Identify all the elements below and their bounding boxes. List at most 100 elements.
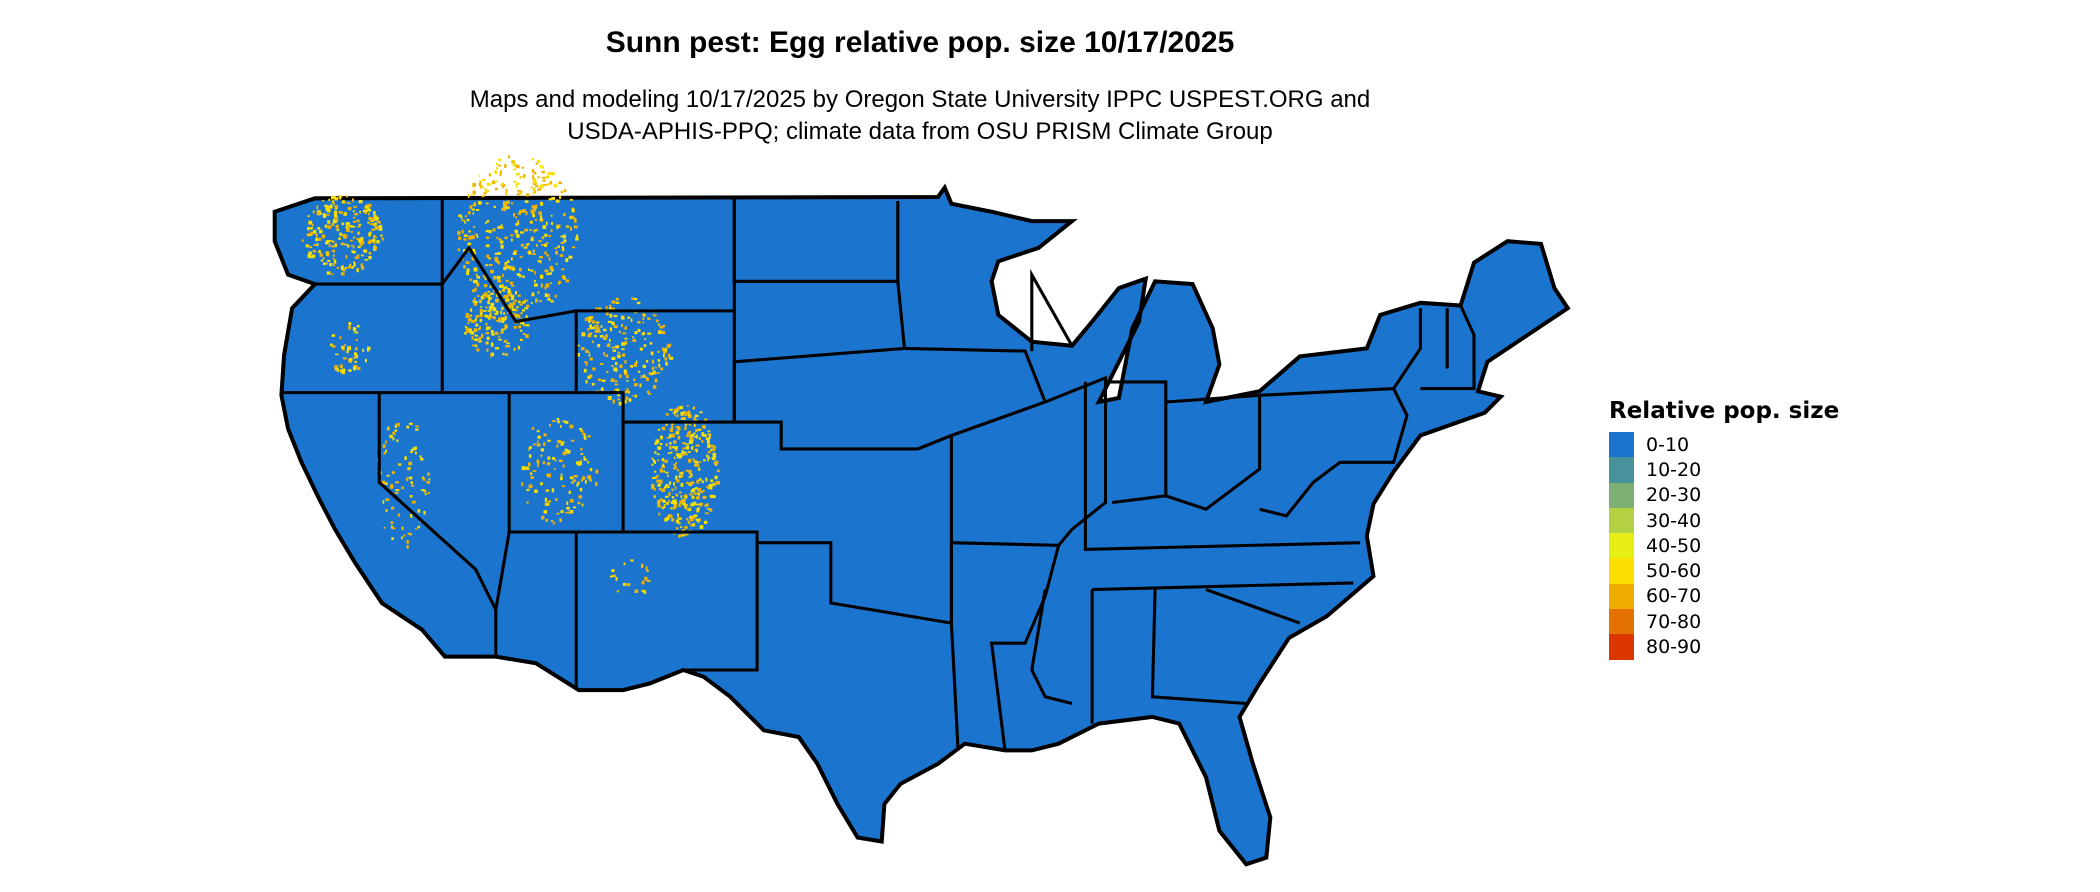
hotspot-cell — [707, 485, 712, 490]
hotspot-cell — [664, 459, 668, 463]
hotspot-cell — [355, 256, 360, 259]
hotspot-cell — [325, 241, 329, 245]
hotspot-cell — [374, 246, 377, 250]
hotspot-cell — [519, 209, 523, 213]
hotspot-cell — [664, 500, 666, 503]
hotspot-cell — [482, 274, 486, 278]
hotspot-cell — [367, 241, 371, 245]
hotspot-cell — [350, 244, 354, 247]
hotspot-cell — [558, 459, 563, 462]
hotspot-cell — [479, 308, 483, 313]
legend-label: 30-40 — [1646, 509, 1702, 532]
hotspot-cell — [542, 165, 545, 169]
hotspot-cell — [532, 470, 537, 472]
hotspot-cell — [540, 216, 543, 221]
hotspot-cell — [702, 490, 705, 493]
hotspot-cell — [497, 158, 502, 161]
hotspot-cell — [516, 189, 519, 192]
hotspot-cell — [675, 431, 680, 435]
hotspot-cell — [555, 199, 560, 203]
hotspot-cell — [674, 465, 677, 470]
hotspot-cell — [324, 262, 328, 265]
hotspot-cell — [652, 385, 657, 389]
hotspot-cell — [396, 439, 399, 442]
hotspot-cell — [469, 278, 473, 281]
hotspot-cell — [394, 429, 398, 432]
hotspot-cell — [470, 331, 475, 335]
hotspot-cell — [680, 411, 684, 416]
hotspot-cell — [501, 183, 506, 187]
hotspot-cell — [701, 432, 705, 437]
hotspot-cell — [702, 433, 707, 438]
hotspot-cell — [569, 199, 573, 201]
hotspot-cell — [476, 348, 480, 352]
hotspot-cell — [664, 495, 669, 498]
hotspot-cell — [649, 372, 653, 376]
hotspot-cell — [486, 219, 490, 223]
hotspot-cell — [712, 495, 716, 499]
hotspot-cell — [480, 311, 483, 315]
hotspot-cell — [517, 294, 521, 297]
hotspot-cell — [353, 205, 357, 208]
hotspot-cell — [532, 213, 536, 218]
hotspot-cell — [646, 359, 649, 363]
hotspot-cell — [686, 432, 689, 436]
hotspot-cell — [543, 433, 547, 437]
hotspot-cell — [587, 461, 590, 464]
hotspot-cell — [702, 459, 706, 462]
hotspot-cell — [646, 570, 649, 572]
hotspot-cell — [530, 301, 533, 304]
hotspot-cell — [556, 417, 560, 421]
hotspot-cell — [461, 219, 465, 222]
hotspot-cell — [592, 340, 594, 344]
hotspot-cell — [658, 512, 661, 516]
hotspot-cell — [476, 295, 480, 297]
hotspot-cell — [658, 330, 662, 335]
hotspot-cell — [580, 347, 585, 351]
hotspot-cell — [384, 482, 388, 485]
hotspot-cell — [381, 237, 384, 241]
hotspot-cell — [313, 244, 317, 246]
hotspot-cell — [546, 474, 550, 477]
hotspot-cell — [320, 259, 323, 262]
hotspot-cell — [609, 327, 613, 332]
hotspot-cell — [498, 290, 502, 294]
hotspot-cell — [614, 389, 617, 391]
hotspot-cell — [496, 252, 501, 255]
hotspot-cell — [461, 229, 464, 234]
hotspot-cell — [463, 265, 466, 269]
hotspot-cell — [330, 196, 335, 200]
hotspot-cell — [515, 308, 518, 312]
hotspot-cell — [657, 359, 661, 362]
hotspot-cell — [488, 230, 492, 234]
hotspot-cell — [467, 194, 470, 198]
hotspot-cell — [354, 331, 359, 334]
hotspot-cell — [578, 495, 582, 499]
hotspot-cell — [348, 265, 351, 269]
hotspot-cell — [310, 231, 314, 235]
hotspot-cell — [335, 224, 339, 229]
hotspot-cell — [611, 321, 615, 326]
hotspot-cell — [524, 299, 528, 302]
hotspot-cell — [585, 318, 588, 321]
hotspot-cell — [346, 228, 350, 232]
hotspot-cell — [565, 279, 570, 283]
hotspot-cell — [560, 476, 563, 481]
hotspot-cell — [525, 211, 528, 216]
hotspot-cell — [625, 396, 629, 400]
hotspot-cell — [475, 315, 479, 318]
hotspot-cell — [503, 202, 508, 207]
hotspot-cell — [348, 224, 351, 228]
hotspot-cell — [712, 455, 717, 458]
hotspot-cell — [662, 463, 665, 468]
legend-label: 80-90 — [1646, 636, 1702, 659]
hotspot-cell — [617, 354, 621, 359]
hotspot-cell — [681, 499, 686, 503]
hotspot-cell — [551, 420, 556, 422]
hotspot-cell — [342, 357, 347, 360]
hotspot-cell — [614, 383, 619, 386]
hotspot-cell — [331, 201, 335, 204]
hotspot-cell — [576, 234, 579, 238]
hotspot-cell — [411, 484, 415, 487]
hotspot-cell — [530, 269, 534, 272]
